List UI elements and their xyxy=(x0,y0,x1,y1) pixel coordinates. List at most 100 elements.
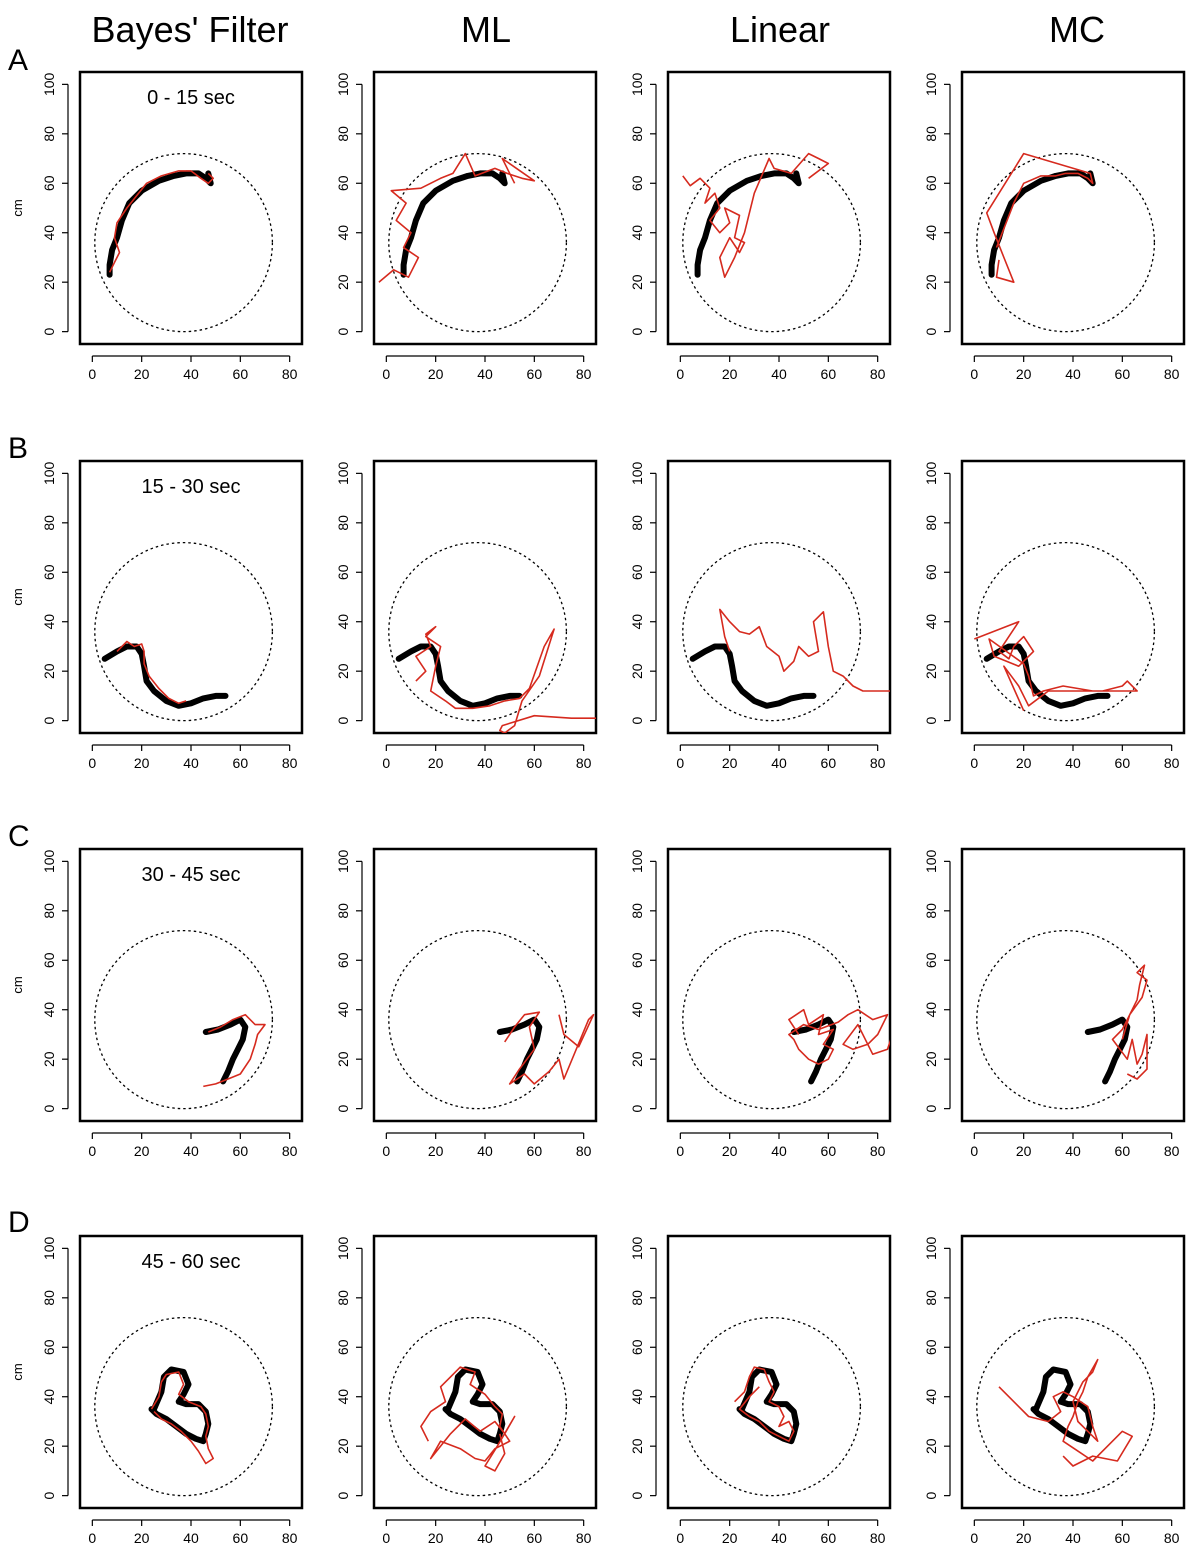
x-tick-label: 0 xyxy=(676,755,684,771)
y-tick-label: 80 xyxy=(629,515,645,531)
plot-frame xyxy=(372,1234,598,1510)
panel-r2-c1: 0 20 40 60 80 0 20 40 60 80 100 xyxy=(335,847,598,1159)
x-tick-label: 0 xyxy=(382,366,390,382)
y-tick-label: 80 xyxy=(335,903,351,919)
estimated-path xyxy=(734,1366,795,1442)
y-tick-label: 20 xyxy=(41,1438,57,1454)
x-tick-label: 80 xyxy=(282,366,298,382)
x-tick-label: 40 xyxy=(771,366,787,382)
x-tick-label: 80 xyxy=(870,755,886,771)
x-tick-label: 20 xyxy=(134,1143,150,1159)
x-tick-label: 20 xyxy=(1016,1530,1032,1546)
panel-r2-c3: 0 20 40 60 80 0 20 40 60 80 100 xyxy=(923,847,1186,1159)
x-tick-label: 60 xyxy=(527,1530,543,1546)
x-tick-label: 0 xyxy=(88,755,96,771)
x-tick-label: 20 xyxy=(428,366,444,382)
actual-path xyxy=(1084,1016,1131,1085)
x-tick-label: 0 xyxy=(970,1143,978,1159)
y-tick-label: 0 xyxy=(41,717,57,725)
y-tick-label: 80 xyxy=(41,515,57,531)
plot-frame xyxy=(960,1234,1186,1510)
arena-boundary xyxy=(976,152,1156,333)
y-tick-label: 20 xyxy=(41,663,57,679)
y-tick-label: 60 xyxy=(923,952,939,968)
arena-boundary xyxy=(976,1316,1156,1497)
plot-frame xyxy=(960,70,1186,346)
estimated-path xyxy=(1111,964,1148,1080)
x-axis-label: cm xyxy=(770,1542,787,1547)
x-tick-label: 60 xyxy=(1115,1530,1131,1546)
estimated-path xyxy=(203,1013,266,1088)
y-tick-label: 40 xyxy=(629,1389,645,1405)
y-axis-label: cm xyxy=(10,1363,25,1380)
y-tick-label: 100 xyxy=(923,849,939,873)
arena-boundary xyxy=(388,541,568,722)
plot-frame xyxy=(78,847,304,1123)
x-tick-label: 20 xyxy=(1016,755,1032,771)
x-tick-label: 20 xyxy=(722,1143,738,1159)
y-tick-label: 20 xyxy=(629,663,645,679)
x-tick-label: 40 xyxy=(183,755,199,771)
y-tick-label: 20 xyxy=(923,663,939,679)
actual-path xyxy=(400,170,508,278)
y-tick-label: 60 xyxy=(629,952,645,968)
y-axis-label: cm xyxy=(10,976,25,993)
actual-path xyxy=(106,170,214,278)
y-tick-label: 40 xyxy=(629,225,645,241)
x-tick-label: 40 xyxy=(183,1530,199,1546)
y-tick-label: 80 xyxy=(335,515,351,531)
plot-area xyxy=(94,152,274,333)
x-tick-label: 60 xyxy=(821,1143,837,1159)
y-tick-label: 40 xyxy=(629,1002,645,1018)
plot-frame xyxy=(666,459,892,735)
x-tick-label: 0 xyxy=(88,1530,96,1546)
x-tick-label: 60 xyxy=(233,755,249,771)
x-tick-label: 80 xyxy=(1164,1143,1180,1159)
arena-boundary xyxy=(388,152,568,333)
column-header-mc: MC xyxy=(1049,9,1105,50)
column-header-bayes-filter: Bayes' Filter xyxy=(92,9,289,50)
y-tick-label: 20 xyxy=(335,274,351,290)
actual-path xyxy=(983,643,1111,709)
estimated-path xyxy=(998,1358,1133,1467)
x-tick-label: 20 xyxy=(1016,366,1032,382)
plot-area xyxy=(682,152,862,333)
x-tick-label: 0 xyxy=(382,1530,390,1546)
estimated-path xyxy=(504,1011,595,1085)
y-axis-label: cm xyxy=(10,199,25,216)
y-tick-label: 40 xyxy=(41,1002,57,1018)
x-tick-label: 60 xyxy=(821,1530,837,1546)
y-tick-label: 40 xyxy=(923,225,939,241)
y-tick-label: 60 xyxy=(923,1339,939,1355)
y-tick-label: 60 xyxy=(629,175,645,191)
y-tick-label: 60 xyxy=(41,1339,57,1355)
y-tick-label: 100 xyxy=(335,1236,351,1260)
y-tick-label: 60 xyxy=(41,564,57,580)
plot-frame xyxy=(78,1234,304,1510)
x-tick-label: 20 xyxy=(428,1530,444,1546)
x-tick-label: 80 xyxy=(1164,366,1180,382)
x-axis-label: cm xyxy=(476,1542,493,1547)
y-tick-label: 80 xyxy=(41,126,57,142)
y-tick-label: 20 xyxy=(41,274,57,290)
panel-r0-c3: 0 20 40 60 80 0 20 40 60 80 100 xyxy=(923,70,1186,382)
x-tick-label: 0 xyxy=(88,366,96,382)
x-tick-label: 20 xyxy=(134,366,150,382)
row-letter-c: C xyxy=(8,820,30,853)
estimated-path xyxy=(415,625,596,733)
y-tick-label: 0 xyxy=(923,328,939,336)
panel-r2-c0: 0 20 40 60 80 0 20 40 60 80 100 30 - 45 sec cm xyxy=(10,847,304,1159)
estimated-path xyxy=(116,640,187,705)
y-tick-label: 80 xyxy=(629,903,645,919)
x-tick-label: 20 xyxy=(1016,1143,1032,1159)
y-tick-label: 40 xyxy=(335,1389,351,1405)
y-tick-label: 40 xyxy=(41,1389,57,1405)
y-tick-label: 0 xyxy=(923,717,939,725)
y-tick-label: 20 xyxy=(629,1438,645,1454)
y-tick-label: 100 xyxy=(335,72,351,96)
panel-r0-c1: 0 20 40 60 80 0 20 40 60 80 100 xyxy=(335,70,598,382)
x-tick-label: 20 xyxy=(722,1530,738,1546)
x-tick-label: 40 xyxy=(771,755,787,771)
y-tick-label: 40 xyxy=(335,225,351,241)
y-tick-label: 60 xyxy=(629,564,645,580)
